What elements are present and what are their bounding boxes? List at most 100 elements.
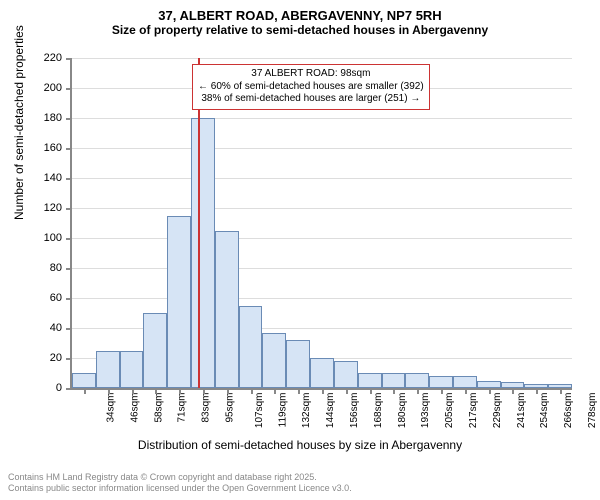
y-tick-label: 220 (32, 52, 62, 64)
grid-line (72, 298, 572, 299)
y-tick (66, 178, 72, 180)
x-tick (108, 388, 110, 394)
histogram-bar (191, 118, 215, 388)
x-tick-label: 156sqm (349, 393, 360, 429)
grid-line (72, 148, 572, 149)
x-tick (370, 388, 372, 394)
x-tick-label: 58sqm (153, 393, 164, 423)
x-tick-label: 217sqm (468, 393, 479, 429)
annotation-line2: ← 60% of semi-detached houses are smalle… (198, 81, 424, 94)
histogram-bar (334, 361, 358, 388)
y-tick-label: 160 (32, 142, 62, 154)
x-tick (84, 388, 86, 394)
x-tick (227, 388, 229, 394)
y-tick (66, 268, 72, 270)
grid-line (72, 178, 572, 179)
chart-plot-area: 34sqm46sqm58sqm71sqm83sqm95sqm107sqm119s… (70, 58, 572, 390)
x-tick-label: 34sqm (105, 393, 116, 423)
x-tick-label: 132sqm (301, 393, 312, 429)
x-axis-title: Distribution of semi-detached houses by … (0, 438, 600, 452)
histogram-bar (72, 373, 96, 388)
y-tick (66, 238, 72, 240)
histogram-bar (405, 373, 429, 388)
y-tick (66, 298, 72, 300)
x-tick-label: 71sqm (177, 393, 188, 423)
y-tick (66, 58, 72, 60)
x-tick-label: 266sqm (563, 393, 574, 429)
y-tick (66, 208, 72, 210)
y-tick (66, 148, 72, 150)
y-tick-label: 20 (32, 352, 62, 364)
x-tick-label: 168sqm (373, 393, 384, 429)
footer-line2: Contains public sector information licen… (8, 483, 352, 494)
chart-title-main: 37, ALBERT ROAD, ABERGAVENNY, NP7 5RH (0, 0, 600, 23)
histogram-bar (167, 216, 191, 389)
x-tick (441, 388, 443, 394)
y-tick (66, 328, 72, 330)
x-tick (512, 388, 514, 394)
histogram-bar (477, 381, 501, 389)
x-tick-label: 83sqm (201, 393, 212, 423)
histogram-bar (429, 376, 453, 388)
grid-line (72, 208, 572, 209)
y-tick-label: 0 (32, 382, 62, 394)
x-tick (203, 388, 205, 394)
grid-line (72, 118, 572, 119)
x-tick (536, 388, 538, 394)
annotation-line1: 37 ALBERT ROAD: 98sqm (198, 68, 424, 81)
y-tick (66, 388, 72, 390)
y-tick-label: 100 (32, 232, 62, 244)
x-tick-label: 193sqm (421, 393, 432, 429)
y-tick-label: 60 (32, 292, 62, 304)
x-tick-label: 241sqm (516, 393, 527, 429)
histogram-bar (286, 340, 310, 388)
chart-container: 37, ALBERT ROAD, ABERGAVENNY, NP7 5RH Si… (0, 0, 600, 500)
histogram-bar (215, 231, 239, 389)
histogram-bar (120, 351, 144, 389)
x-tick-label: 229sqm (492, 393, 503, 429)
x-tick (132, 388, 134, 394)
histogram-bar (310, 358, 334, 388)
x-tick (274, 388, 276, 394)
x-tick-label: 107sqm (254, 393, 265, 429)
histogram-bar (453, 376, 477, 388)
x-tick-label: 144sqm (325, 393, 336, 429)
histogram-bar (262, 333, 286, 389)
y-tick-label: 200 (32, 82, 62, 94)
annotation-box: 37 ALBERT ROAD: 98sqm ← 60% of semi-deta… (192, 64, 430, 110)
histogram-bar (96, 351, 120, 389)
annotation-line3: 38% of semi-detached houses are larger (… (198, 93, 424, 106)
y-tick (66, 118, 72, 120)
x-tick-label: 119sqm (277, 393, 288, 428)
grid-line (72, 268, 572, 269)
x-tick (179, 388, 181, 394)
y-axis-title: Number of semi-detached properties (12, 25, 26, 220)
y-tick-label: 120 (32, 202, 62, 214)
footer-line1: Contains HM Land Registry data © Crown c… (8, 472, 352, 483)
x-tick (393, 388, 395, 394)
x-tick (155, 388, 157, 394)
x-tick (417, 388, 419, 394)
x-tick (346, 388, 348, 394)
x-tick (298, 388, 300, 394)
x-tick-label: 180sqm (397, 393, 408, 429)
x-tick (251, 388, 253, 394)
histogram-bar (239, 306, 263, 389)
x-tick-label: 46sqm (129, 393, 140, 423)
x-tick-label: 254sqm (540, 393, 551, 429)
histogram-bar (143, 313, 167, 388)
x-tick (465, 388, 467, 394)
y-tick-label: 180 (32, 112, 62, 124)
x-tick (322, 388, 324, 394)
grid-line (72, 238, 572, 239)
x-tick-label: 95sqm (224, 393, 235, 423)
grid-line (72, 58, 572, 59)
y-tick (66, 358, 72, 360)
y-tick (66, 88, 72, 90)
x-tick (489, 388, 491, 394)
x-tick-label: 205sqm (444, 393, 455, 429)
x-tick-label: 278sqm (587, 393, 598, 429)
y-tick-label: 80 (32, 262, 62, 274)
chart-title-sub: Size of property relative to semi-detach… (0, 23, 600, 43)
y-tick-label: 40 (32, 322, 62, 334)
